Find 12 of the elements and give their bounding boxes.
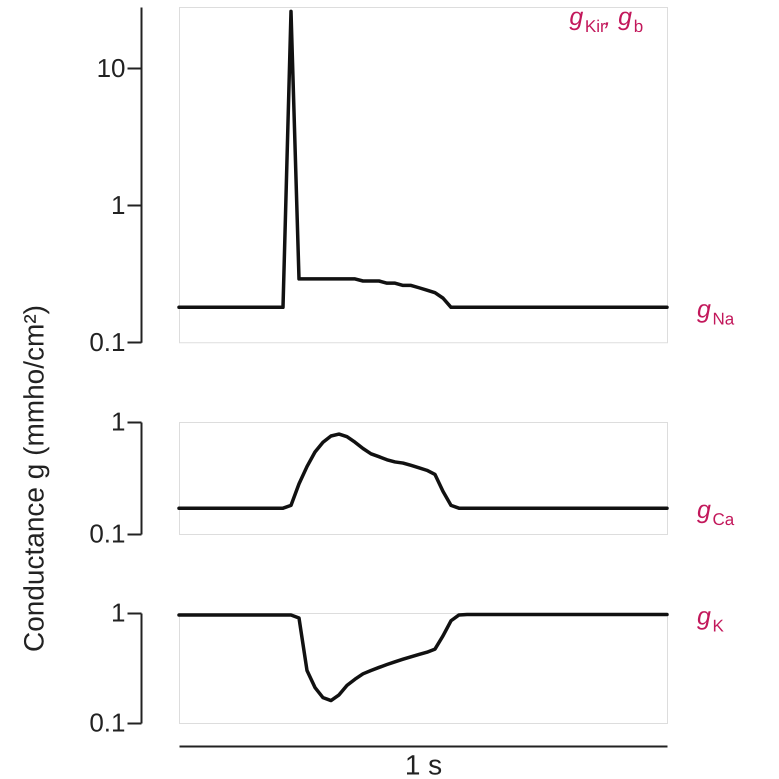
y-tick-label: 1 xyxy=(111,190,126,220)
y-tick-label: 0.1 xyxy=(89,518,126,548)
y-tick-label: 0.1 xyxy=(89,326,126,357)
line-series xyxy=(177,10,669,310)
line-series xyxy=(177,432,669,510)
y-axis-title: Conductance g (mmho/cm²) xyxy=(18,304,50,652)
y-tick-label: 0.1 xyxy=(89,708,126,738)
y-tick-label: 1 xyxy=(111,598,126,628)
line-series xyxy=(177,612,669,702)
x-axis-title: 1 s xyxy=(404,750,442,779)
y-tick-label: 1 xyxy=(111,406,126,436)
y-tick-label: 10 xyxy=(96,52,126,83)
